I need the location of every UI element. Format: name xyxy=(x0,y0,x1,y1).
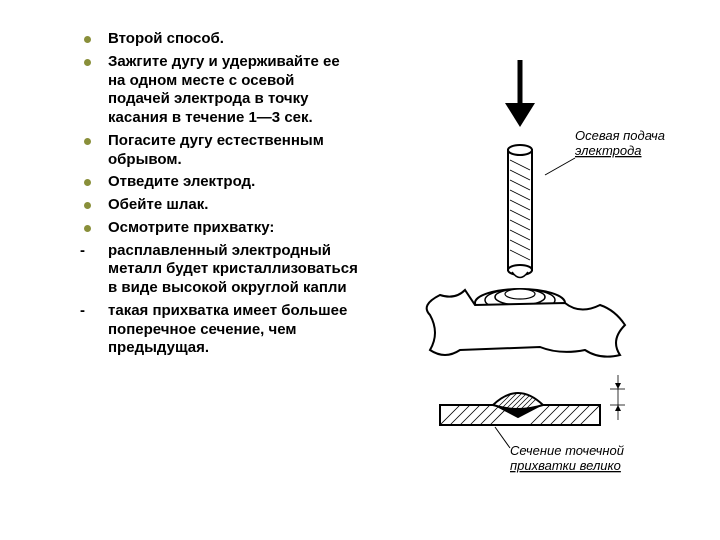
list-item-dash: такая прихватка имеет большее поперечное… xyxy=(80,302,360,358)
diagram-label-top1: Осевая подача xyxy=(575,128,665,143)
instruction-bulleted-list: Второй способ. Зажгите дугу и удерживайт… xyxy=(80,30,360,238)
diagram-column: Осевая подача электрода xyxy=(360,30,700,520)
list-item: Отведите электрод. xyxy=(80,173,360,192)
electrode-icon xyxy=(508,145,532,278)
list-item: Зажгите дугу и удерживайте ее на одном м… xyxy=(80,53,360,128)
diagram-label-bottom1: Сечение точечной xyxy=(510,443,624,458)
list-item: Второй способ. xyxy=(80,30,360,49)
list-item-dash: расплавленный электродный металл будет к… xyxy=(80,242,360,298)
list-item: Осмотрите прихватку: xyxy=(80,219,360,238)
arrow-down-icon xyxy=(505,60,535,127)
list-item: Обейте шлак. xyxy=(80,196,360,215)
diagram-label-top2: электрода xyxy=(575,143,642,158)
list-item: Погасите дугу естественным обрывом. xyxy=(80,132,360,170)
instruction-text-column: Второй способ. Зажгите дугу и удерживайт… xyxy=(20,30,360,520)
diagram-label-bottom2: прихватки велико xyxy=(510,458,621,473)
cross-section-icon xyxy=(440,375,625,425)
electrode-diagram: Осевая подача электрода xyxy=(400,55,680,495)
